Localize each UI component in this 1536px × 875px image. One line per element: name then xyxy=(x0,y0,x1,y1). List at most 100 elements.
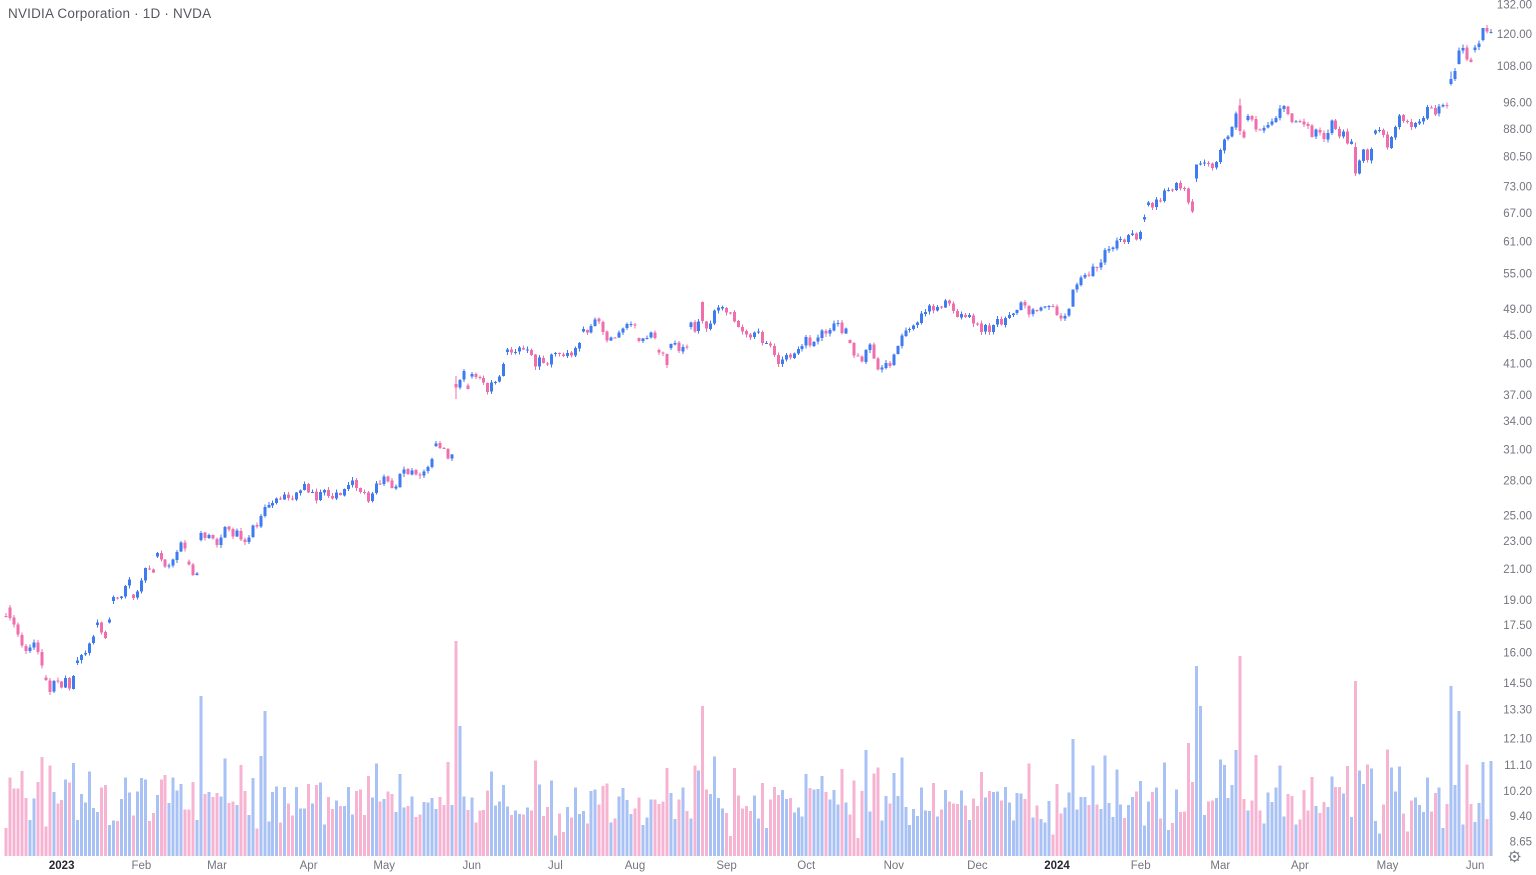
candle-up xyxy=(820,330,824,339)
volume-bar-down xyxy=(231,801,235,856)
volume-bar-down xyxy=(530,810,533,856)
candle-up xyxy=(410,470,414,475)
volume-bar-down xyxy=(1290,795,1294,856)
volume-bar-down xyxy=(474,822,478,856)
candle-down xyxy=(163,559,167,567)
candle-down xyxy=(932,305,936,311)
volume-bar-down xyxy=(331,808,334,856)
volume-bar-down xyxy=(1027,763,1031,856)
volume-bar-up xyxy=(1477,803,1481,856)
volume-bar-up xyxy=(450,805,454,856)
volume-bar-down xyxy=(760,782,764,856)
candle-down xyxy=(733,312,737,322)
candle-down xyxy=(203,532,207,539)
volume-bar-up xyxy=(1071,739,1075,856)
volume-bar-up xyxy=(526,807,529,856)
time-tick-month-label: Jul xyxy=(548,860,563,872)
price-tick-label: 45.00 xyxy=(1503,330,1532,342)
volume-bar-down xyxy=(585,823,589,856)
price-tick-label: 37.00 xyxy=(1503,390,1532,402)
candle-down xyxy=(44,677,48,681)
price-tick-label: 28.00 xyxy=(1503,476,1532,488)
volume-bar-up xyxy=(247,815,251,856)
candle-up xyxy=(374,483,378,494)
volume-bar-down xyxy=(1366,764,1370,856)
volume-bar-down xyxy=(48,765,52,856)
volume-bar-up xyxy=(506,806,510,856)
candle-down xyxy=(366,492,370,502)
candle-up xyxy=(681,346,685,352)
volume-bar-up xyxy=(884,796,888,856)
candle-up xyxy=(1358,160,1362,174)
candle-down xyxy=(952,303,955,312)
volume-bar-down xyxy=(1055,784,1059,856)
volume-bar-down xyxy=(211,797,215,856)
candle-up xyxy=(1461,47,1465,51)
volume-bar-up xyxy=(983,797,987,856)
candle-down xyxy=(255,525,259,527)
volume-bar-up xyxy=(1278,765,1282,856)
candle-down xyxy=(534,354,537,367)
candle-up xyxy=(84,653,88,655)
volume-bar-up xyxy=(514,810,518,856)
price-axis[interactable]: 132.00 120.00 108.00 96.00 88.00 80.50 73.00 67… xyxy=(1497,0,1532,849)
volume-bar-up xyxy=(470,797,474,856)
volume-bar-down xyxy=(979,772,983,856)
candle-up xyxy=(832,323,836,331)
candle-up xyxy=(1481,28,1485,40)
volume-bar-down xyxy=(4,828,8,856)
volume-bar-up xyxy=(960,790,963,856)
candle-up xyxy=(1417,121,1421,124)
volume-bar-up xyxy=(139,778,143,856)
candle-up xyxy=(219,537,223,545)
candle-down xyxy=(8,607,12,618)
volume-bar-up xyxy=(1362,784,1366,856)
time-tick-month-label: Mar xyxy=(207,860,227,872)
candle-up xyxy=(430,459,434,467)
candle-down xyxy=(999,318,1003,325)
candle-up xyxy=(1194,164,1198,179)
volume-bar-up xyxy=(1131,797,1135,856)
price-tick-label: 16.00 xyxy=(1503,648,1532,660)
volume-bar-up xyxy=(382,798,386,856)
candle-up xyxy=(1374,130,1377,134)
volume-bar-up xyxy=(1230,784,1234,856)
volume-bar-down xyxy=(354,791,358,856)
candle-down xyxy=(486,382,490,393)
candle-down xyxy=(4,615,8,617)
volume-bar-up xyxy=(816,788,820,856)
volume-bar-up xyxy=(1394,791,1397,856)
volume-bar-down xyxy=(68,782,72,856)
volume-bar-down xyxy=(561,831,565,856)
time-axis[interactable]: 2023 Feb Mar Apr May Jun Jul Aug Sep Oct Nov Dec 202… xyxy=(49,860,1484,872)
volume-bar-up xyxy=(764,828,768,856)
candle-down xyxy=(338,492,342,495)
volume-bar-up xyxy=(80,794,84,856)
volume-bar-down xyxy=(1346,766,1350,856)
candle-down xyxy=(613,337,617,339)
volume-bar-down xyxy=(163,775,167,856)
time-axis-settings-gear-icon[interactable] xyxy=(1508,850,1521,863)
candle-up xyxy=(1330,120,1334,133)
candle-down xyxy=(1179,182,1182,189)
candle-down xyxy=(1182,187,1186,189)
volume-bar-up xyxy=(1234,750,1238,856)
candle-down xyxy=(569,352,573,356)
volume-bar-up xyxy=(1147,801,1151,856)
volume-bar-up xyxy=(346,787,350,856)
candle-up xyxy=(342,488,346,496)
time-tick-month-label: Apr xyxy=(300,860,318,872)
candle-up xyxy=(422,471,426,476)
volume-bar-down xyxy=(1182,811,1186,856)
candle-down xyxy=(975,323,979,325)
volume-bar-up xyxy=(199,696,203,856)
volume-bar-down xyxy=(952,803,955,856)
price-tick-label: 25.00 xyxy=(1503,511,1532,523)
candle-up xyxy=(1202,162,1206,164)
volume-bar-up xyxy=(757,818,760,856)
candle-down xyxy=(406,468,410,474)
candle-down xyxy=(16,624,20,635)
volume-bar-up xyxy=(1003,786,1007,856)
volume-bar-up xyxy=(1378,833,1381,856)
